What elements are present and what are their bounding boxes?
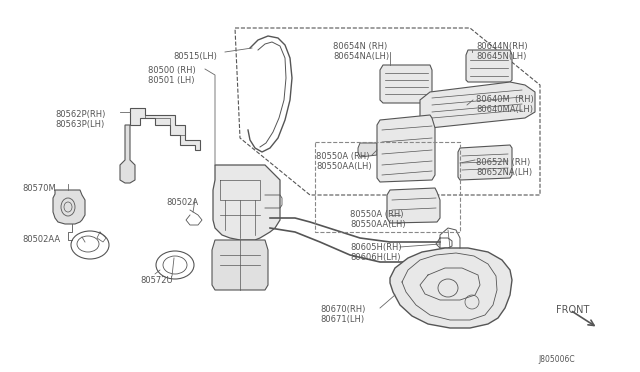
Text: 80671(LH): 80671(LH) bbox=[320, 315, 364, 324]
Text: 80572U: 80572U bbox=[140, 276, 173, 285]
Polygon shape bbox=[213, 165, 280, 240]
Polygon shape bbox=[377, 115, 435, 182]
Text: 80515(LH): 80515(LH) bbox=[173, 52, 217, 61]
Text: 80502A: 80502A bbox=[166, 198, 198, 207]
Text: 80550AA(LH): 80550AA(LH) bbox=[350, 220, 406, 229]
Text: 80654NA(LH): 80654NA(LH) bbox=[333, 52, 389, 61]
Polygon shape bbox=[390, 248, 512, 328]
Text: 80550A (RH): 80550A (RH) bbox=[316, 152, 369, 161]
Polygon shape bbox=[130, 108, 200, 150]
Polygon shape bbox=[358, 143, 377, 157]
Text: 80550A (RH): 80550A (RH) bbox=[350, 210, 403, 219]
Polygon shape bbox=[212, 240, 268, 290]
Text: 80670(RH): 80670(RH) bbox=[320, 305, 365, 314]
Polygon shape bbox=[420, 82, 535, 128]
Polygon shape bbox=[466, 50, 512, 82]
Text: 80605H(RH): 80605H(RH) bbox=[350, 243, 402, 252]
Polygon shape bbox=[380, 65, 432, 103]
Text: 80570M: 80570M bbox=[22, 184, 56, 193]
Polygon shape bbox=[120, 125, 135, 183]
Text: FRONT: FRONT bbox=[556, 305, 589, 315]
Text: 80500 (RH): 80500 (RH) bbox=[148, 66, 196, 75]
Text: 80563P(LH): 80563P(LH) bbox=[55, 120, 104, 129]
Text: 80502AA: 80502AA bbox=[22, 235, 60, 244]
Polygon shape bbox=[458, 145, 512, 180]
Text: 80640M  (RH): 80640M (RH) bbox=[476, 95, 534, 104]
Text: 80550AA(LH): 80550AA(LH) bbox=[316, 162, 372, 171]
Text: 80652NA(LH): 80652NA(LH) bbox=[476, 168, 532, 177]
Text: 80501 (LH): 80501 (LH) bbox=[148, 76, 195, 85]
Text: 80606H(LH): 80606H(LH) bbox=[350, 253, 401, 262]
Polygon shape bbox=[53, 190, 85, 224]
Text: 80640MA(LH): 80640MA(LH) bbox=[476, 105, 533, 114]
Polygon shape bbox=[387, 188, 440, 223]
Text: 80562P(RH): 80562P(RH) bbox=[55, 110, 106, 119]
Text: 80645N(LH): 80645N(LH) bbox=[476, 52, 526, 61]
Text: 80644N(RH): 80644N(RH) bbox=[476, 42, 527, 51]
Text: J805006C: J805006C bbox=[538, 355, 575, 364]
Text: 80654N (RH): 80654N (RH) bbox=[333, 42, 387, 51]
Text: 80652N (RH): 80652N (RH) bbox=[476, 158, 531, 167]
